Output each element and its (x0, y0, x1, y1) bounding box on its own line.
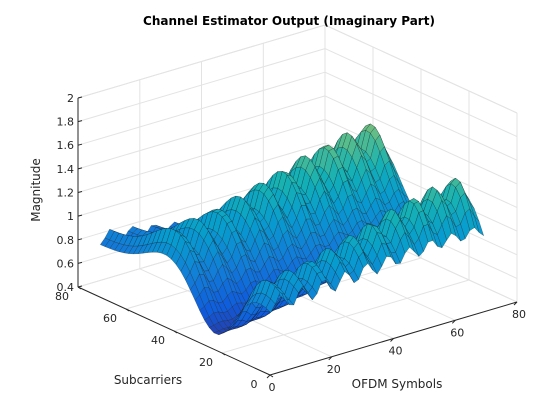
floor-grid-line (221, 279, 470, 354)
z-tick-mark (77, 214, 83, 217)
wall-grid-line (324, 48, 518, 138)
z-tick-label: 1.6 (57, 139, 75, 152)
y-tick-label: 20 (199, 356, 213, 369)
x-tick-label: 0 (269, 381, 276, 394)
z-tick-label: 0.4 (57, 281, 75, 294)
wall-grid-line (324, 95, 518, 185)
x-tick-mark (266, 374, 271, 379)
x-tick-mark (451, 319, 456, 324)
surface-layer (100, 123, 485, 335)
x-tick-label: 80 (512, 308, 526, 321)
z-tick-mark (77, 167, 83, 170)
chart-title: Channel Estimator Output (Imaginary Part… (143, 14, 435, 28)
x-tick-label: 60 (450, 326, 464, 339)
z-tick-label: 1.8 (57, 116, 75, 129)
z-tick-mark (77, 261, 83, 264)
wall-grid-line (77, 71, 326, 146)
wall-grid-line (77, 48, 326, 123)
z-tick-label: 0.8 (57, 234, 75, 247)
z-tick-mark (77, 285, 83, 288)
z-tick-mark (77, 191, 83, 193)
z-tick-mark (77, 96, 83, 99)
wall-grid-line (324, 71, 518, 161)
y-tick-mark (269, 374, 274, 378)
z-tick-label: 0.6 (57, 257, 75, 270)
axis-layer: 0204060800204060800.40.60.811.21.41.61.8… (55, 92, 526, 394)
y-tick-label: 0 (251, 378, 258, 391)
x-axis-label: OFDM Symbols (352, 377, 443, 391)
x-tick-label: 20 (327, 363, 341, 376)
wall-grid-line (77, 95, 326, 170)
z-tick-mark (77, 120, 83, 123)
z-tick-label: 1.4 (57, 163, 75, 176)
y-tick-label: 80 (55, 290, 69, 303)
y-tick-label: 40 (151, 334, 165, 347)
x-tick-mark (390, 338, 394, 342)
wall-grid-line (324, 119, 518, 208)
x-tick-mark (513, 301, 518, 306)
wall-grid-line (324, 24, 518, 114)
x-tick-label: 40 (389, 345, 403, 358)
x-tick-mark (328, 356, 333, 361)
z-axis-label: Magnitude (29, 158, 43, 222)
z-tick-label: 1.2 (57, 187, 75, 200)
y-tick-label: 60 (103, 312, 117, 325)
z-tick-mark (77, 238, 83, 241)
wall-grid-line (77, 119, 326, 193)
wall-grid-line (77, 142, 326, 217)
wall-grid-line (77, 24, 326, 99)
z-tick-label: 2 (67, 92, 74, 105)
y-tick-mark (221, 352, 226, 356)
y-tick-mark (173, 330, 178, 334)
surface-patch (265, 298, 276, 313)
z-tick-label: 1 (67, 210, 74, 223)
y-axis-label: Subcarriers (114, 373, 182, 387)
z-tick-mark (77, 143, 83, 146)
y-tick-mark (125, 308, 130, 312)
